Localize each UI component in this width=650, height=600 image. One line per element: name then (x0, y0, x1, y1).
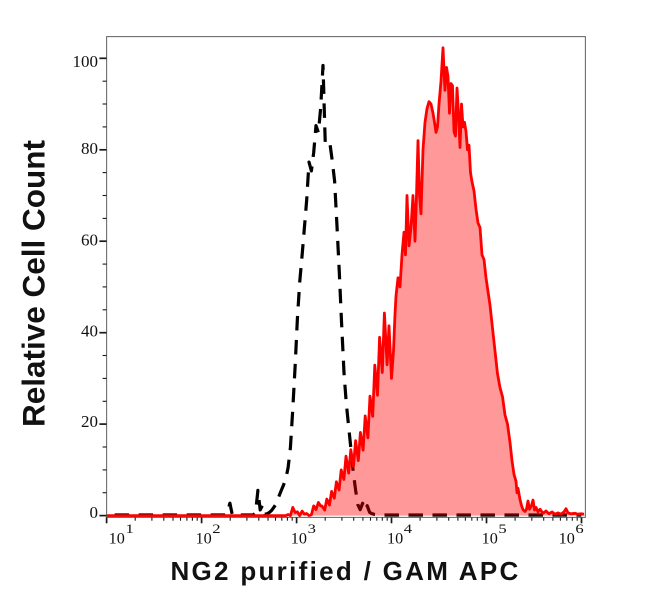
svg-text:80: 80 (81, 139, 98, 158)
svg-text:102: 102 (196, 521, 221, 547)
svg-text:106: 106 (559, 521, 585, 547)
svg-text:60: 60 (81, 231, 98, 250)
svg-text:103: 103 (291, 521, 316, 547)
svg-text:NG2 purified / GAM APC: NG2 purified / GAM APC (170, 556, 520, 586)
svg-text:Relative Cell Count: Relative Cell Count (16, 139, 52, 427)
svg-text:104: 104 (387, 521, 413, 547)
svg-text:105: 105 (482, 521, 507, 547)
svg-text:0: 0 (90, 503, 99, 522)
svg-text:20: 20 (81, 412, 98, 431)
svg-text:40: 40 (81, 321, 98, 340)
svg-text:100: 100 (73, 52, 99, 71)
svg-text:101: 101 (109, 521, 134, 547)
